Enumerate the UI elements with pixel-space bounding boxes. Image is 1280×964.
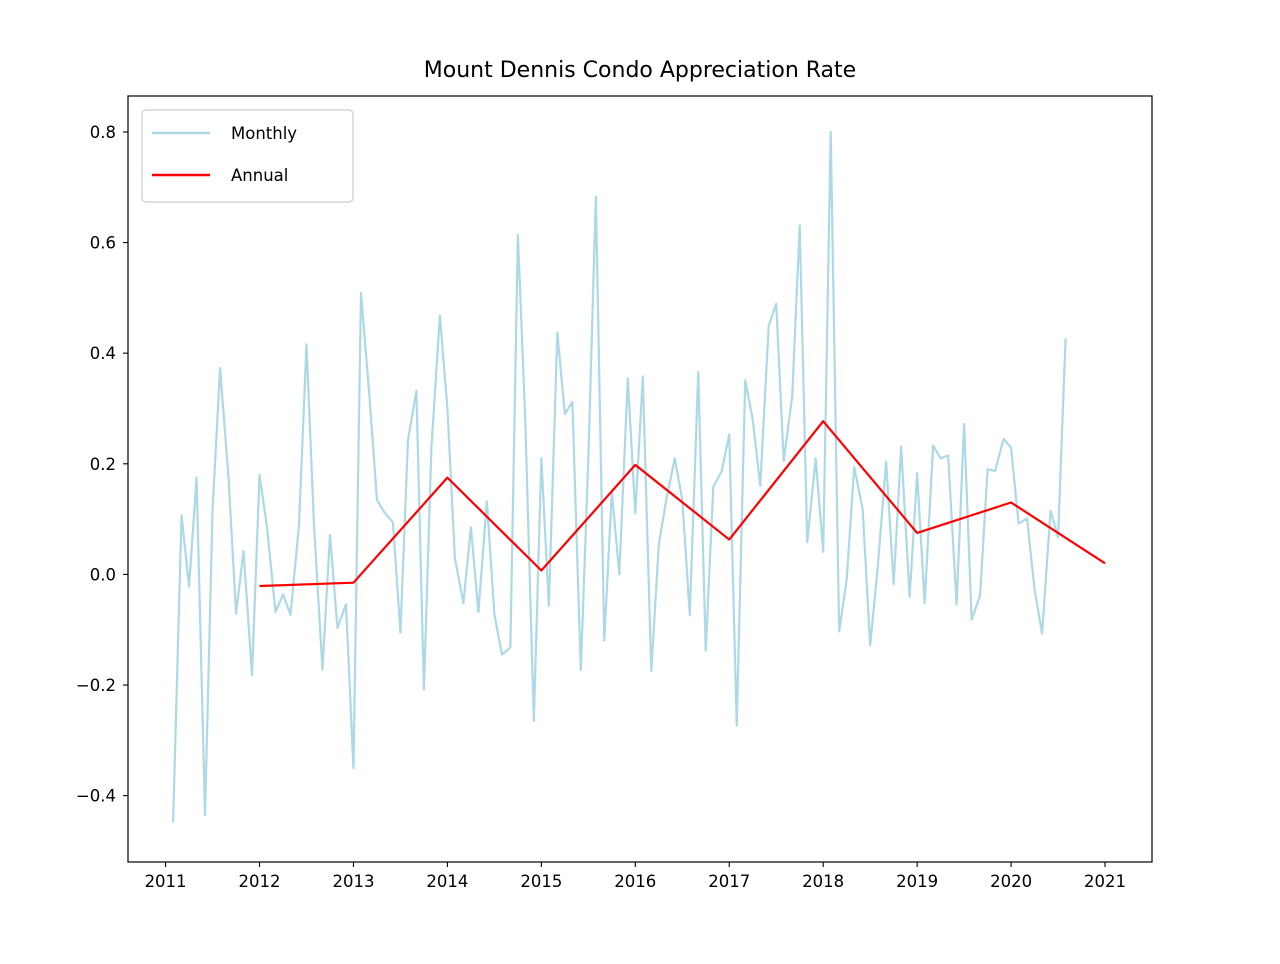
x-tick-label: 2012 xyxy=(239,872,281,891)
y-tick-label: 0.4 xyxy=(90,344,116,363)
y-tick-label: 0.6 xyxy=(90,234,116,253)
x-tick-label: 2020 xyxy=(990,872,1032,891)
x-tick-label: 2018 xyxy=(802,872,844,891)
chart-title: Mount Dennis Condo Appreciation Rate xyxy=(424,58,856,83)
legend-label-monthly: Monthly xyxy=(231,124,297,143)
y-tick-label: 0.2 xyxy=(90,455,116,474)
x-tick-label: 2016 xyxy=(614,872,656,891)
y-tick-label: −0.4 xyxy=(76,787,116,806)
x-tick-label: 2014 xyxy=(426,872,468,891)
x-tick-label: 2019 xyxy=(896,872,938,891)
y-tick-label: −0.2 xyxy=(76,676,116,695)
x-tick-label: 2015 xyxy=(520,872,562,891)
series-line-annual xyxy=(259,420,1106,588)
axes-layer: 2011 2012 2013 2014 2015 2016 2017 2018 2019 2020… xyxy=(76,95,1153,891)
x-tick-label: 2017 xyxy=(708,872,750,891)
legend-label-annual: Annual xyxy=(231,166,288,185)
y-tick-label: 0.8 xyxy=(90,123,116,142)
plot-frame xyxy=(127,95,1153,863)
x-tick-label: 2011 xyxy=(145,872,187,891)
legend: Monthly Annual xyxy=(141,109,354,203)
x-tick-label: 2013 xyxy=(332,872,374,891)
x-tick-label: 2021 xyxy=(1084,872,1126,891)
series-line-monthly xyxy=(171,130,1067,823)
series-layer xyxy=(171,130,1106,823)
y-tick-label: 0.0 xyxy=(90,565,116,584)
